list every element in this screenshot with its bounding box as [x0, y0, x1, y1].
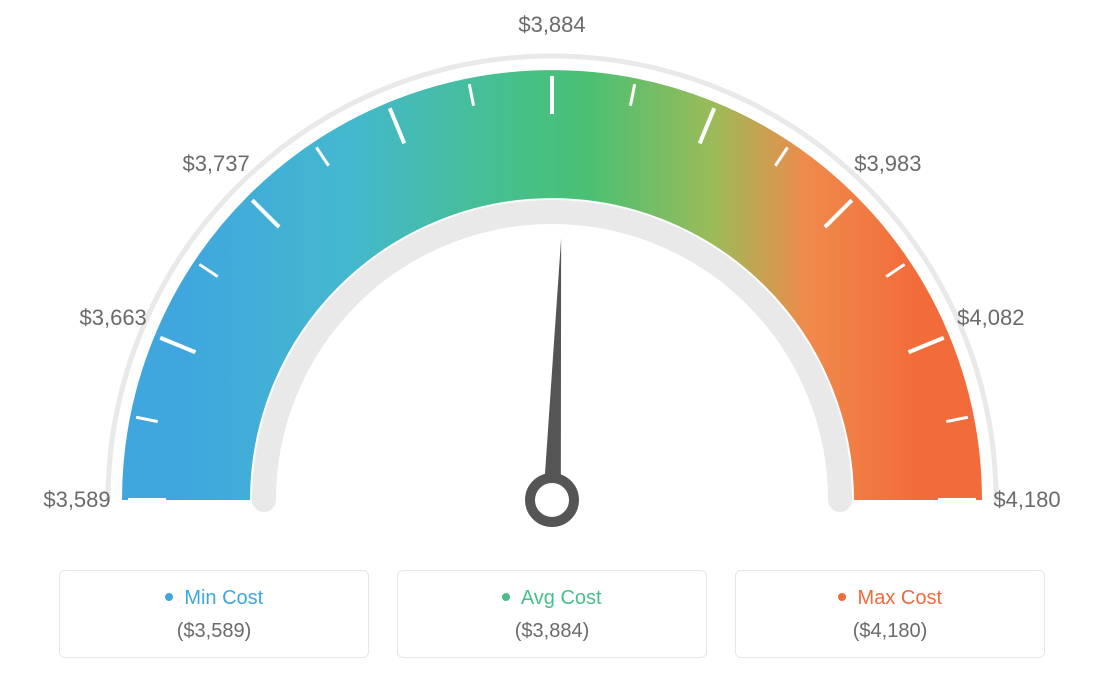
legend-title-text: Min Cost [184, 587, 263, 609]
legend-value-min: ($3,589) [70, 620, 358, 643]
legend-title-text: Max Cost [858, 587, 942, 609]
gauge-tick-label: $3,884 [518, 12, 585, 38]
gauge-tick-label: $3,983 [854, 151, 921, 177]
legend-card-avg: Avg Cost ($3,884) [397, 570, 707, 658]
gauge-tick-label: $4,082 [957, 305, 1024, 331]
legend-card-max: Max Cost ($4,180) [735, 570, 1045, 658]
dot-icon [502, 593, 510, 601]
gauge-tick-label: $3,589 [43, 487, 110, 513]
gauge-tick-label: $4,180 [993, 487, 1060, 513]
gauge-tick-label: $3,663 [80, 305, 147, 331]
gauge-svg [40, 20, 1064, 560]
legend-row: Min Cost ($3,589) Avg Cost ($3,884) Max … [40, 570, 1064, 658]
legend-card-min: Min Cost ($3,589) [59, 570, 369, 658]
legend-title-text: Avg Cost [521, 587, 602, 609]
legend-value-avg: ($3,884) [408, 620, 696, 643]
legend-title-min: Min Cost [70, 587, 358, 610]
legend-title-avg: Avg Cost [408, 587, 696, 610]
legend-value-max: ($4,180) [746, 620, 1034, 643]
gauge-chart: $3,589$3,663$3,737$3,884$3,983$4,082$4,1… [40, 20, 1064, 560]
dot-icon [838, 593, 846, 601]
dot-icon [165, 593, 173, 601]
legend-title-max: Max Cost [746, 587, 1034, 610]
gauge-tick-label: $3,737 [182, 151, 249, 177]
